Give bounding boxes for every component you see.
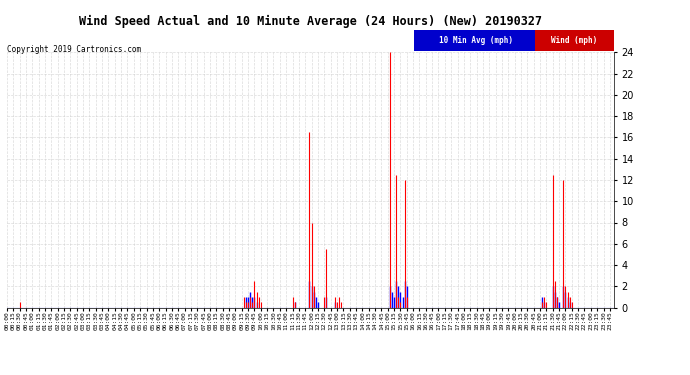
Text: Wind Speed Actual and 10 Minute Average (24 Hours) (New) 20190327: Wind Speed Actual and 10 Minute Average … [79, 15, 542, 28]
Text: Wind (mph): Wind (mph) [551, 36, 598, 45]
Text: Copyright 2019 Cartronics.com: Copyright 2019 Cartronics.com [7, 45, 141, 54]
Text: 10 Min Avg (mph): 10 Min Avg (mph) [439, 36, 513, 45]
